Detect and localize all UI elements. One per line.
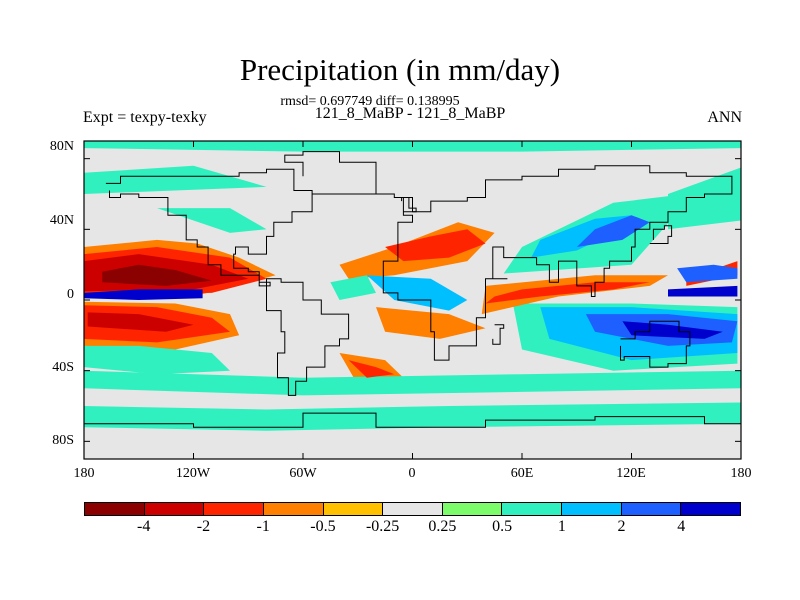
contour-region [84, 402, 741, 431]
colorbar-swatch [502, 503, 563, 515]
contour-region [330, 275, 376, 300]
contour-region [366, 275, 468, 311]
lat-tick-label: 80N [49, 139, 74, 154]
coastline [357, 165, 733, 361]
lon-tick-label: 120W [175, 466, 211, 481]
colorbar-label: -2 [196, 518, 211, 535]
coastline [492, 324, 505, 345]
contour-region [84, 165, 267, 194]
expt-label: Expt = texpy-texky [83, 109, 207, 126]
contour-region [385, 229, 486, 262]
contour-region [668, 167, 741, 230]
lon-tick-label: 0 [408, 466, 416, 481]
colorbar-label: 1 [557, 518, 566, 535]
colorbar-label: -4 [137, 518, 151, 535]
stats-line: rmsd= 0.697749 diff= 0.138995 [280, 94, 460, 109]
colorbar-swatch [442, 503, 503, 515]
contour-region [485, 282, 650, 304]
contour-region [102, 264, 212, 286]
coastline [620, 320, 691, 368]
plot-title: Precipitation (in mm/day) [239, 52, 561, 87]
lon-tick-label: 120E [616, 466, 646, 481]
season-label: ANN [707, 109, 742, 126]
case-label: 121_8_MaBP - 121_8_MaBP [314, 105, 506, 122]
contour-region [668, 285, 738, 297]
colorbar-label: 4 [677, 518, 686, 535]
contour-region [576, 215, 650, 247]
colorbar-swatch [204, 503, 264, 515]
coastline [84, 412, 741, 438]
lon-tick-label: 180 [73, 466, 95, 481]
colorbar-swatch [562, 503, 622, 515]
colorbar-swatch [85, 503, 145, 515]
colorbar-label: -0.25 [365, 518, 400, 535]
colorbar-swatch [621, 503, 682, 515]
colorbar-label: 0.5 [492, 518, 513, 535]
colorbar-swatch [681, 503, 741, 515]
lon-tick-label: 60E [510, 466, 534, 481]
coastline [401, 197, 417, 213]
lat-tick-label: 40N [49, 213, 74, 228]
colorbar-swatch [263, 503, 324, 515]
contour-region [87, 312, 194, 332]
colorbar-swatch [323, 503, 384, 515]
colorbar-label: 0.25 [428, 518, 457, 535]
lat-tick-label: 0 [67, 287, 74, 302]
contour-region [157, 208, 267, 233]
contour-region [84, 289, 203, 300]
coastline-group [84, 151, 741, 438]
coastline [284, 151, 377, 195]
contour-region [622, 321, 723, 339]
coastline [105, 168, 350, 396]
colorbar-label: 2 [617, 518, 626, 535]
contour-region [84, 370, 741, 396]
colorbar-swatch [144, 503, 205, 515]
colorbar-label: -1 [256, 518, 270, 535]
contour-region [677, 264, 738, 283]
contour-fill-group [84, 141, 741, 431]
colorbar-swatch [383, 503, 443, 515]
contour-region [84, 345, 230, 375]
colorbar [84, 502, 741, 516]
lon-tick-label: 180 [730, 466, 752, 481]
lat-tick-label: 40S [52, 360, 74, 375]
lat-tick-label: 80S [52, 433, 74, 448]
lon-tick-label: 60W [289, 466, 317, 481]
colorbar-label: -0.5 [310, 518, 336, 535]
contour-region [348, 360, 395, 378]
coastline [649, 225, 673, 244]
